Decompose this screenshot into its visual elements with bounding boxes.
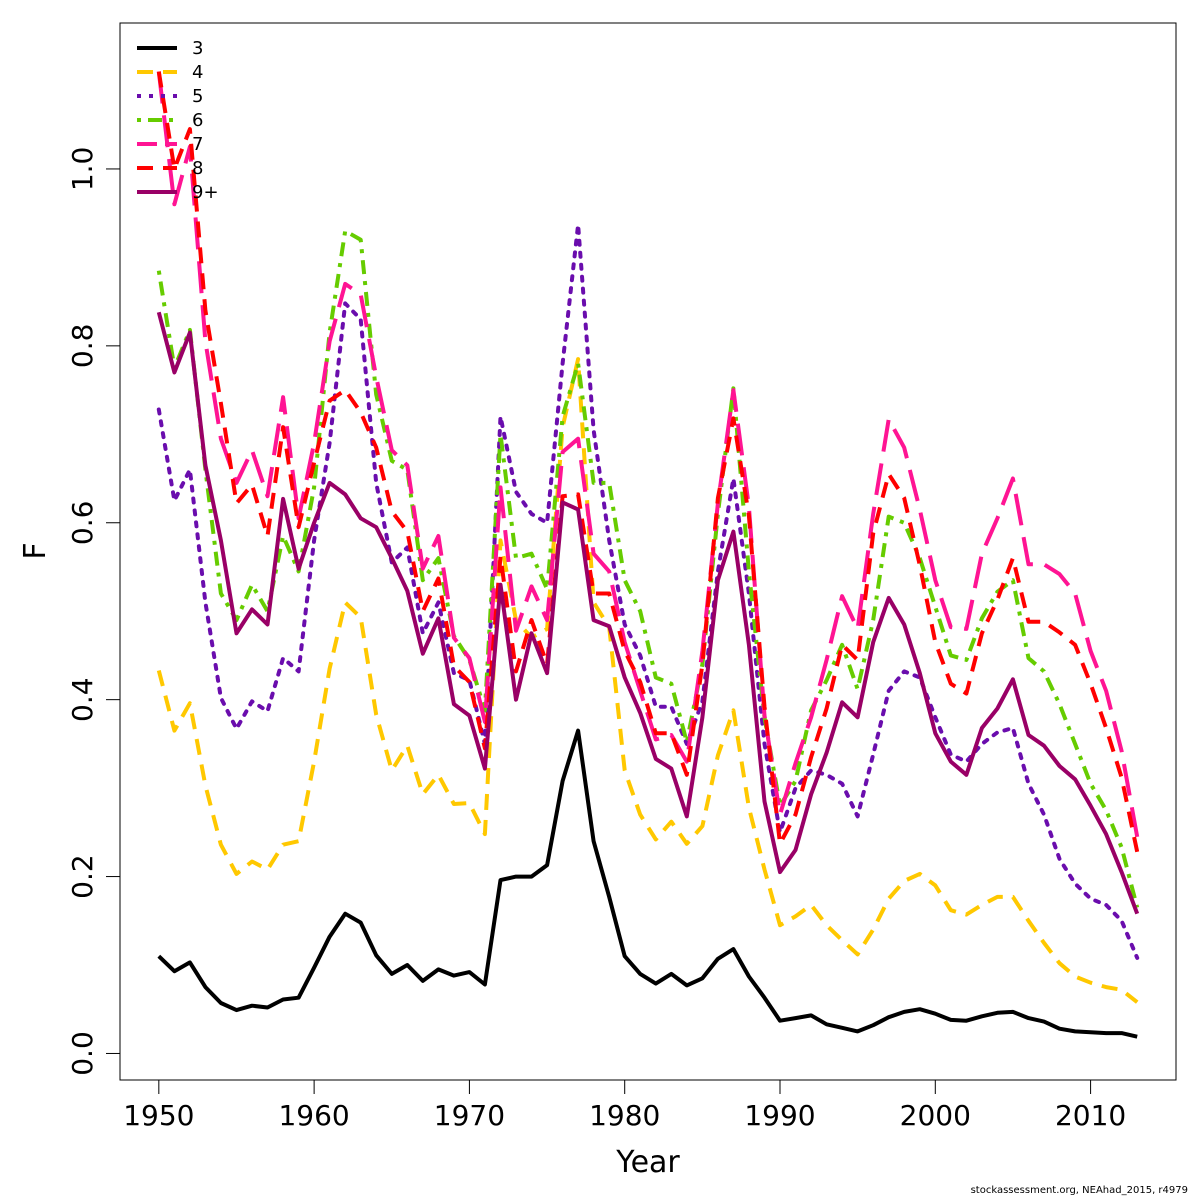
series-line-4 — [156, 357, 1139, 1004]
y-tick-label: 0.8 — [66, 324, 99, 369]
y-axis-title: F — [18, 542, 53, 559]
y-tick-label: 1.0 — [66, 147, 99, 192]
x-tick-label: 2000 — [900, 1099, 971, 1132]
x-tick-label: 1970 — [434, 1099, 505, 1132]
series-line-6 — [156, 228, 1140, 909]
y-tick-label: 0.0 — [66, 1031, 99, 1076]
series-line-3 — [157, 728, 1138, 1039]
x-tick-label: 1950 — [123, 1099, 194, 1132]
series-line-7 — [156, 71, 1140, 838]
y-tick-label: 0.2 — [66, 854, 99, 899]
x-tick-label: 2010 — [1055, 1099, 1126, 1132]
legend: 3 4 5 6 7 8 9+ — [137, 38, 219, 203]
legend-label: 5 — [192, 86, 203, 107]
x-axis: 1950 1960 1970 1980 1990 2000 2010 — [123, 1079, 1126, 1132]
x-axis-title: Year — [615, 1145, 680, 1180]
y-tick-label: 0.6 — [66, 501, 99, 546]
series-layer — [156, 71, 1140, 1039]
legend-label: 9+ — [192, 182, 219, 203]
x-tick-label: 1990 — [744, 1099, 815, 1132]
y-tick-label: 0.4 — [66, 677, 99, 722]
legend-label: 3 — [192, 38, 203, 59]
credit-text: stockassessment.org, NEAhad_2015, r4979 — [970, 1185, 1188, 1196]
legend-label: 6 — [192, 110, 203, 131]
x-tick-label: 1960 — [278, 1099, 349, 1132]
series-line-9plus — [156, 311, 1140, 915]
y-axis: 0.0 0.2 0.4 0.6 0.8 1.0 — [66, 147, 121, 1076]
legend-label: 4 — [192, 62, 203, 83]
legend-label: 7 — [192, 134, 203, 155]
x-tick-label: 1980 — [589, 1099, 660, 1132]
legend-label: 8 — [192, 158, 203, 179]
series-line-5 — [156, 222, 1140, 960]
series-line-8 — [156, 71, 1140, 853]
